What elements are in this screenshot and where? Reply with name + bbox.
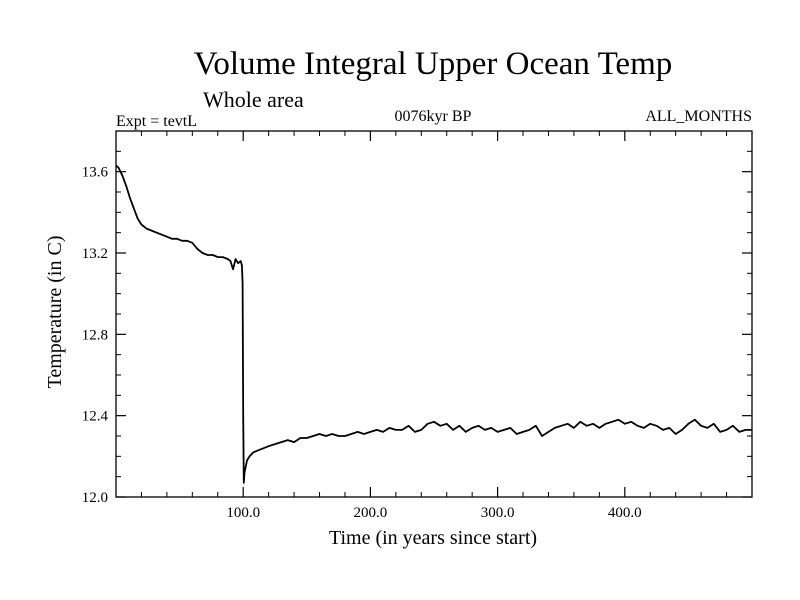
- x-axis-label: Time (in years since start): [329, 527, 537, 549]
- chart-subtitle: Whole area: [203, 87, 304, 112]
- chart-title: Volume Integral Upper Ocean Temp: [194, 46, 672, 82]
- temperature-series-line: [115, 164, 752, 484]
- x-tick-label: 300.0: [481, 505, 515, 521]
- x-tick-label: 100.0: [226, 505, 260, 521]
- y-tick-label: 12.0: [82, 490, 108, 506]
- plot-frame: [115, 130, 753, 498]
- period-label: 0076kyr BP: [395, 108, 472, 125]
- y-tick-label: 12.8: [82, 327, 108, 343]
- x-tick-label: 200.0: [354, 505, 388, 521]
- experiment-label: Expt = tevtL: [116, 113, 197, 130]
- y-tick-label: 12.4: [82, 409, 109, 425]
- x-tick-label: 400.0: [608, 505, 642, 521]
- plot-area: 100.0 200.0 300.0 400.0 12.0 12.4 12.8 13.2 13.6: [82, 130, 753, 521]
- y-axis-label: Temperature (in C): [44, 236, 66, 389]
- y-tick-label: 13.2: [82, 246, 108, 262]
- months-label: ALL_MONTHS: [645, 108, 752, 125]
- y-tick-label: 13.6: [82, 165, 109, 181]
